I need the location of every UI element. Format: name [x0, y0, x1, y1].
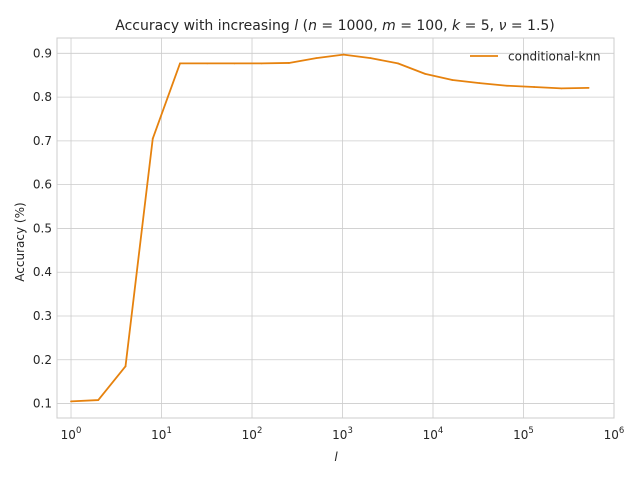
- legend-label: conditional-knn: [508, 50, 601, 64]
- data-point: [587, 87, 590, 89]
- data-point: [451, 79, 454, 81]
- data-point: [342, 53, 345, 56]
- legend: conditional-knn: [470, 50, 601, 64]
- data-point: [206, 62, 209, 65]
- data-point: [533, 86, 536, 88]
- data-point: [369, 57, 372, 60]
- data-point: [260, 62, 263, 65]
- data-point: [315, 57, 318, 60]
- data-point: [179, 62, 181, 65]
- y-tick-label: 0.7: [33, 134, 52, 148]
- plot-frame: [56, 37, 615, 419]
- y-tick-label: 0.6: [33, 178, 52, 192]
- data-point: [70, 400, 72, 403]
- x-tick-label: 103: [332, 426, 353, 442]
- data-point: [506, 84, 508, 87]
- data-point: [151, 137, 154, 140]
- y-tick-labels: 0.1 0.2 0.3 0.4 0.5 0.6 0.7 0.8 0.9: [33, 46, 52, 410]
- data-point: [233, 62, 236, 65]
- y-tick-label: 0.4: [33, 265, 52, 279]
- x-tick-labels: 100 101 102 103 104 105 106: [61, 426, 625, 442]
- x-tick-label: 105: [513, 426, 534, 442]
- data-point: [288, 62, 290, 64]
- data-point: [424, 73, 427, 75]
- y-axis-label: Accuracy (%): [13, 202, 27, 281]
- x-tick-label: 100: [61, 426, 82, 442]
- series-line-conditional-knn: [70, 53, 589, 403]
- data-point: [560, 87, 563, 90]
- data-point: [478, 82, 481, 84]
- grid-layer: [57, 38, 615, 418]
- data-point: [97, 399, 100, 401]
- y-tick-label: 0.5: [33, 221, 52, 235]
- x-tick-label: 101: [151, 426, 172, 442]
- series-layer: [70, 53, 590, 403]
- y-tick-label: 0.1: [33, 397, 52, 411]
- x-tick-label: 106: [604, 426, 625, 442]
- y-tick-label: 0.2: [33, 353, 52, 367]
- y-tick-label: 0.9: [33, 46, 52, 60]
- chart-title: Accuracy with increasing l (n = 1000, m …: [115, 18, 555, 34]
- x-tick-label: 102: [242, 426, 263, 442]
- data-point: [124, 365, 127, 368]
- y-tick-label: 0.8: [33, 90, 52, 104]
- data-point: [397, 62, 399, 65]
- x-axis-label: l: [334, 450, 338, 464]
- x-tick-label: 104: [423, 426, 444, 442]
- y-tick-label: 0.3: [33, 309, 52, 323]
